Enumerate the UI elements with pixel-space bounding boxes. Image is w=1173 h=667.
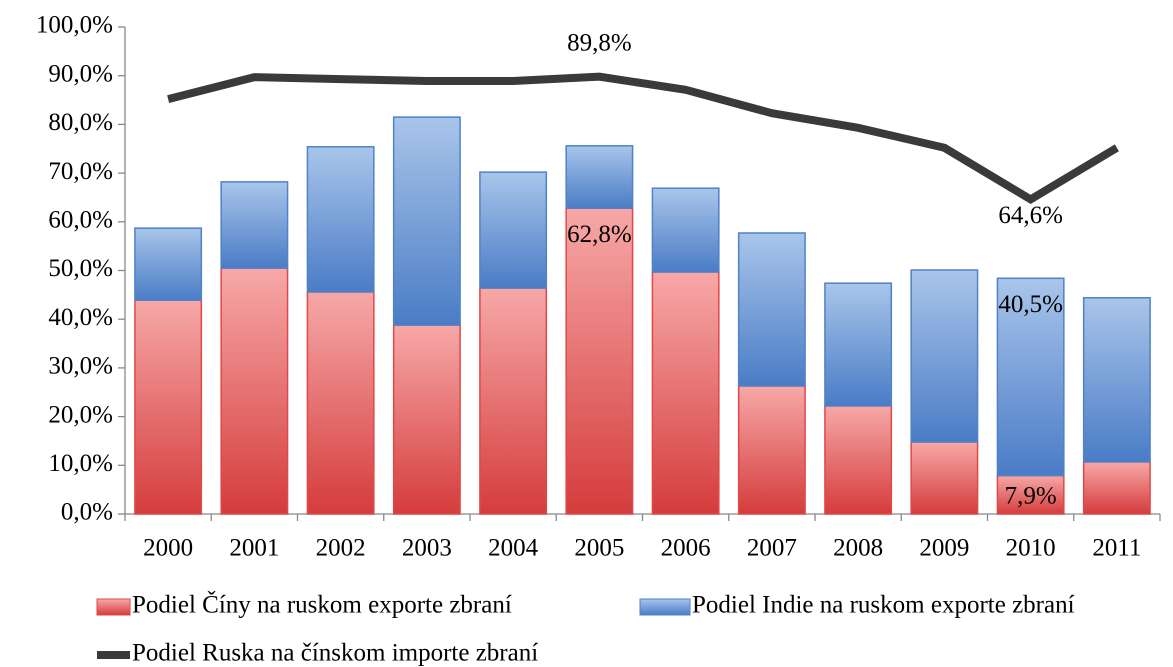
x-tick-label: 2008 (833, 535, 883, 562)
x-tick-label: 2002 (316, 535, 366, 562)
y-tick-label: 60,0% (48, 207, 113, 234)
y-tick-label: 80,0% (48, 109, 113, 136)
bar (996, 277, 1065, 477)
bar (824, 405, 893, 515)
x-tick-label: 2000 (143, 535, 193, 562)
y-tick-label: 70,0% (48, 158, 113, 185)
bar (824, 282, 893, 407)
bar (651, 187, 720, 273)
bar (565, 145, 634, 209)
legend-swatch (97, 651, 130, 659)
y-tick-label: 90,0% (48, 60, 113, 87)
bar (1082, 461, 1151, 515)
y-tick-label: 100,0% (36, 12, 113, 39)
data-label: 89,8% (567, 29, 632, 56)
x-tick-label: 2007 (747, 535, 797, 562)
line (167, 72, 1119, 205)
bar (651, 271, 720, 515)
bar (134, 299, 203, 515)
x-tick-label: 2010 (1006, 535, 1056, 562)
legend-label: Podiel Ruska na čínskom importe zbraní (132, 640, 538, 667)
bar (392, 324, 461, 515)
x-tick-label: 2001 (229, 535, 279, 562)
y-tick-label: 20,0% (48, 401, 113, 428)
bar (910, 441, 979, 515)
bar (996, 474, 1065, 515)
bar (565, 207, 634, 515)
y-tick-label: 50,0% (48, 255, 113, 282)
x-tick-label: 2005 (574, 535, 624, 562)
y-tick-label: 0,0% (61, 499, 113, 526)
bar (220, 267, 289, 515)
x-tick-label: 2004 (488, 535, 539, 562)
bar (306, 291, 375, 515)
legend-label: Podiel Číny na ruskom exporte zbraní (132, 591, 512, 619)
data-label: 40,5% (998, 291, 1063, 318)
data-label: 62,8% (567, 221, 632, 248)
bar (910, 269, 979, 443)
bar (737, 232, 806, 387)
bar (134, 227, 203, 301)
bar (479, 287, 548, 515)
data-label: 7,9% (1005, 483, 1057, 510)
data-label: 64,6% (998, 202, 1063, 229)
x-tick-label: 2006 (661, 535, 711, 562)
bar (1082, 297, 1151, 463)
legend-swatch (639, 598, 691, 616)
x-tick-label: 2011 (1092, 535, 1141, 562)
bar (306, 146, 375, 293)
legend-label: Podiel Indie na ruskom exporte zbraní (692, 592, 1075, 619)
y-tick-label: 40,0% (48, 304, 113, 331)
y-tick-label: 10,0% (48, 450, 113, 477)
bar (220, 181, 289, 269)
x-tick-label: 2009 (919, 535, 969, 562)
bar (737, 385, 806, 515)
legend-swatch (96, 598, 131, 616)
bar (392, 116, 461, 326)
x-tick-label: 2003 (402, 535, 452, 562)
bar (479, 171, 548, 289)
y-tick-label: 30,0% (48, 353, 113, 380)
